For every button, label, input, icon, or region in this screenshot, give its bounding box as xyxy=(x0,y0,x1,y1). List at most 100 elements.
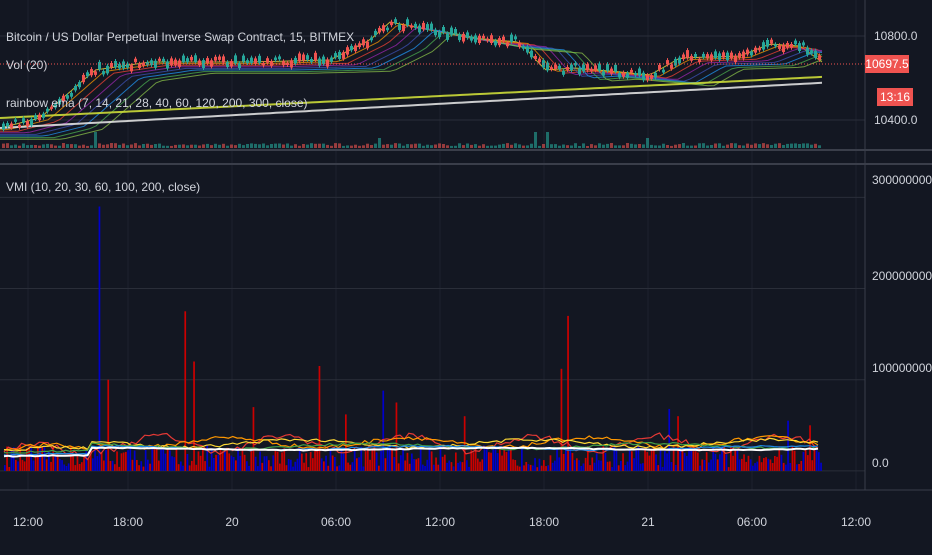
candle-body-114 xyxy=(458,34,461,41)
volume-bar-40 xyxy=(162,145,165,148)
vmi-bar-333 xyxy=(736,450,739,471)
candle-body-162 xyxy=(650,75,653,79)
rainbow-ema-legend[interactable]: rainbow ema (7, 14, 21, 28, 40, 60, 120,… xyxy=(6,96,308,110)
vmi-legend[interactable]: VMI (10, 20, 30, 60, 100, 200, close) xyxy=(6,180,201,194)
vmi-bar-130 xyxy=(290,459,292,471)
candle-body-104 xyxy=(418,25,421,33)
vmi-bar-187 xyxy=(415,459,418,471)
candle-body-139 xyxy=(558,65,561,70)
vmi-bar-55 xyxy=(125,451,127,471)
vmi-bar-248 xyxy=(549,455,552,471)
volume-bar-1 xyxy=(6,143,9,148)
vmi-bar-22 xyxy=(52,445,55,471)
candle-body-112 xyxy=(450,27,453,35)
candle-body-97 xyxy=(390,21,393,26)
vmi-bar-341 xyxy=(754,463,756,471)
volume-bar-186 xyxy=(746,143,749,148)
vmi-bar-327 xyxy=(723,446,726,471)
vmi-tick-100000000: 100000000.0 xyxy=(872,361,932,375)
volume-bar-93 xyxy=(374,143,377,148)
volume-bar-11 xyxy=(46,143,49,148)
vmi-bar-70 xyxy=(158,460,160,471)
volume-bar-131 xyxy=(526,145,529,148)
candle-body-200 xyxy=(802,42,805,46)
volume-bar-104 xyxy=(418,143,421,148)
vmi-bar-347 xyxy=(767,458,770,471)
candle-body-35 xyxy=(142,62,145,66)
vmi-bar-300 xyxy=(664,451,666,471)
vmi-bar-174 xyxy=(386,449,389,471)
candle-body-203 xyxy=(814,50,817,58)
candle-body-108 xyxy=(434,29,437,36)
volume-bar-68 xyxy=(274,143,277,148)
vmi-bar-209 xyxy=(463,416,466,471)
vmi-bar-118 xyxy=(263,456,266,471)
candle-body-15 xyxy=(62,95,65,102)
vmi-bar-261 xyxy=(578,460,580,471)
candle-body-195 xyxy=(782,44,785,53)
candle-body-65 xyxy=(262,63,265,66)
candle-body-188 xyxy=(754,47,757,53)
vmi-bar-250 xyxy=(554,460,556,471)
vmi-bar-362 xyxy=(800,461,803,471)
volume-bar-30 xyxy=(122,143,125,148)
time-tick-0600b: 06:00 xyxy=(737,515,767,529)
vmi-bar-94 xyxy=(210,448,213,471)
price-pane[interactable] xyxy=(0,17,865,148)
volume-bar-17 xyxy=(70,144,73,148)
vmi-bar-182 xyxy=(404,460,407,471)
volume-bar-110 xyxy=(442,144,445,148)
volume-bar-105 xyxy=(422,145,425,148)
vmi-bar-28 xyxy=(65,466,68,471)
volume-bar-194 xyxy=(778,143,781,148)
rainbow-ema-line-8 xyxy=(0,75,823,119)
volume-bar-18 xyxy=(74,144,77,148)
volume-bar-92 xyxy=(370,145,373,148)
volume-bar-39 xyxy=(158,143,161,148)
vmi-bar-127 xyxy=(283,448,286,471)
volume-bar-67 xyxy=(270,144,273,148)
bar-countdown-label: 13:16 xyxy=(877,88,913,106)
vmi-bar-43 xyxy=(98,206,101,471)
symbol-title[interactable]: Bitcoin / US Dollar Perpetual Inverse Sw… xyxy=(6,30,355,44)
vmi-bar-243 xyxy=(538,458,541,471)
candle-body-27 xyxy=(110,63,113,68)
vmi-bar-184 xyxy=(408,463,411,471)
vmi-bar-157 xyxy=(349,464,352,471)
candle-body-131 xyxy=(526,46,529,53)
vmi-bar-132 xyxy=(294,461,297,471)
candle-body-71 xyxy=(286,62,289,65)
vmi-bar-214 xyxy=(474,447,477,471)
vmi-bar-339 xyxy=(749,459,752,471)
vmi-bar-207 xyxy=(459,461,462,471)
volume-bar-44 xyxy=(178,144,181,148)
vmi-bar-159 xyxy=(353,450,356,471)
vmi-bar-167 xyxy=(371,450,374,471)
candle-body-194 xyxy=(778,45,781,49)
candle-body-66 xyxy=(266,58,269,63)
vmi-bar-144 xyxy=(320,458,323,471)
volume-bar-26 xyxy=(106,144,109,148)
candle-body-84 xyxy=(338,51,341,59)
candle-body-19 xyxy=(78,82,81,88)
volume-bar-188 xyxy=(754,143,757,148)
candle-body-160 xyxy=(642,72,645,81)
candle-body-121 xyxy=(486,38,489,41)
vmi-bar-31 xyxy=(72,453,74,471)
vmi-bar-305 xyxy=(675,464,677,471)
vmi-bar-287 xyxy=(635,449,638,471)
vmi-bar-101 xyxy=(226,447,228,471)
candle-body-133 xyxy=(534,55,537,59)
vmi-bar-154 xyxy=(342,453,345,471)
candle-body-98 xyxy=(394,19,397,24)
vmi-bar-340 xyxy=(752,465,754,471)
candle-body-201 xyxy=(806,47,809,55)
volume-legend[interactable]: Vol (20) xyxy=(6,58,48,72)
vmi-bar-95 xyxy=(213,458,215,471)
candle-body-118 xyxy=(474,35,477,43)
candle-body-13 xyxy=(54,104,57,108)
vmi-bar-329 xyxy=(727,467,730,471)
vmi-bar-84 xyxy=(188,465,191,471)
